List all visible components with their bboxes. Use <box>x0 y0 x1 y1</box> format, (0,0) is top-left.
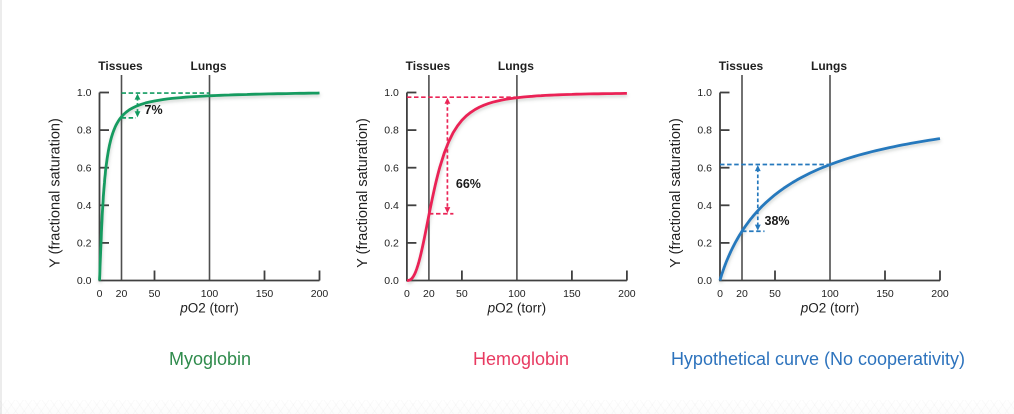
svg-text:0: 0 <box>717 288 723 300</box>
svg-text:0.8: 0.8 <box>384 125 399 137</box>
svg-text:0.4: 0.4 <box>384 200 399 212</box>
svg-text:150: 150 <box>876 288 894 300</box>
svg-text:20: 20 <box>116 288 128 300</box>
svg-text:Hemoglobin: Hemoglobin <box>473 349 569 369</box>
svg-text:0.0: 0.0 <box>77 275 92 287</box>
svg-text:1.0: 1.0 <box>384 87 399 99</box>
svg-text:50: 50 <box>149 288 161 300</box>
svg-text:0.6: 0.6 <box>77 162 92 174</box>
svg-text:0.0: 0.0 <box>384 275 399 287</box>
svg-text:Tissues: Tissues <box>719 59 764 73</box>
svg-text:100: 100 <box>821 288 839 300</box>
svg-text:0.4: 0.4 <box>697 200 712 212</box>
svg-text:Y (fractional saturation): Y (fractional saturation) <box>355 118 371 268</box>
svg-text:200: 200 <box>931 288 949 300</box>
svg-text:Y (fractional saturation): Y (fractional saturation) <box>48 118 64 268</box>
svg-text:Lungs: Lungs <box>498 59 534 73</box>
svg-text:Lungs: Lungs <box>191 59 227 73</box>
svg-text:0.2: 0.2 <box>697 238 712 250</box>
svg-text:0: 0 <box>404 288 410 300</box>
svg-text:Lungs: Lungs <box>811 59 847 73</box>
svg-text:pO2 (torr): pO2 (torr) <box>179 301 239 316</box>
svg-text:100: 100 <box>201 288 219 300</box>
svg-text:1.0: 1.0 <box>697 87 712 99</box>
svg-text:0.2: 0.2 <box>384 238 399 250</box>
svg-text:Tissues: Tissues <box>406 59 451 73</box>
svg-text:200: 200 <box>311 288 329 300</box>
svg-text:100: 100 <box>508 288 526 300</box>
svg-text:0.0: 0.0 <box>697 275 712 287</box>
svg-text:Tissues: Tissues <box>98 59 143 73</box>
svg-text:150: 150 <box>256 288 274 300</box>
svg-text:0.8: 0.8 <box>77 125 92 137</box>
svg-text:1.0: 1.0 <box>77 87 92 99</box>
svg-text:0.2: 0.2 <box>77 238 92 250</box>
svg-text:0.6: 0.6 <box>697 162 712 174</box>
svg-text:20: 20 <box>423 288 435 300</box>
svg-text:0.6: 0.6 <box>384 162 399 174</box>
svg-text:pO2 (torr): pO2 (torr) <box>800 301 860 316</box>
svg-text:38%: 38% <box>765 214 790 228</box>
svg-text:0.8: 0.8 <box>697 125 712 137</box>
svg-text:200: 200 <box>618 288 636 300</box>
svg-text:50: 50 <box>769 288 781 300</box>
svg-text:0: 0 <box>97 288 103 300</box>
svg-text:50: 50 <box>456 288 468 300</box>
svg-text:Y (fractional saturation): Y (fractional saturation) <box>668 118 684 268</box>
svg-text:Hypothetical curve (No coopera: Hypothetical curve (No cooperativity) <box>671 349 965 369</box>
svg-text:66%: 66% <box>456 177 481 191</box>
svg-text:Myoglobin: Myoglobin <box>169 349 251 369</box>
svg-text:7%: 7% <box>145 103 163 117</box>
svg-text:0.4: 0.4 <box>77 200 92 212</box>
svg-text:20: 20 <box>736 288 748 300</box>
svg-text:pO2 (torr): pO2 (torr) <box>487 301 547 316</box>
svg-text:150: 150 <box>563 288 581 300</box>
